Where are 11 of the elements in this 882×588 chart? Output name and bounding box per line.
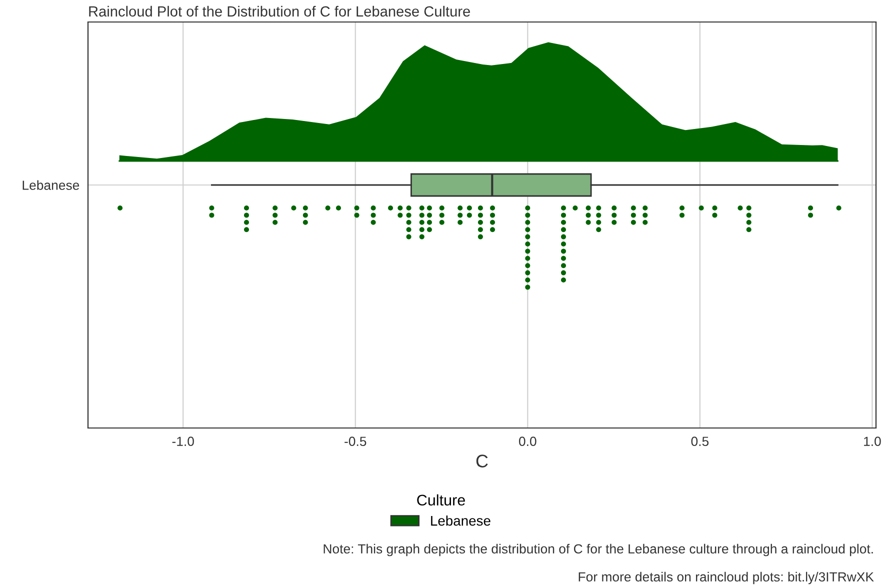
x-tick-label: 0.5	[691, 436, 709, 446]
x-axis-title: C	[476, 454, 488, 468]
x-tick-label: -0.5	[344, 436, 366, 446]
legend-title: Culture	[417, 494, 465, 506]
legend-label: Lebanese	[431, 516, 490, 526]
x-tick-label: 0.0	[519, 436, 536, 446]
chart-title: Raincloud Plot of the Distribution of C for Lebanese Culture	[89, 6, 470, 17]
x-tick-label: -1.0	[172, 436, 194, 446]
text: For more details on raincloud plots: bit.ly/3ITRwXK	[578, 572, 874, 584]
x-tick-label: 1.0	[864, 436, 881, 446]
text: Note: This graph depicts the distribution of C for the Lebanese culture through a raincloud plot.	[324, 544, 873, 556]
